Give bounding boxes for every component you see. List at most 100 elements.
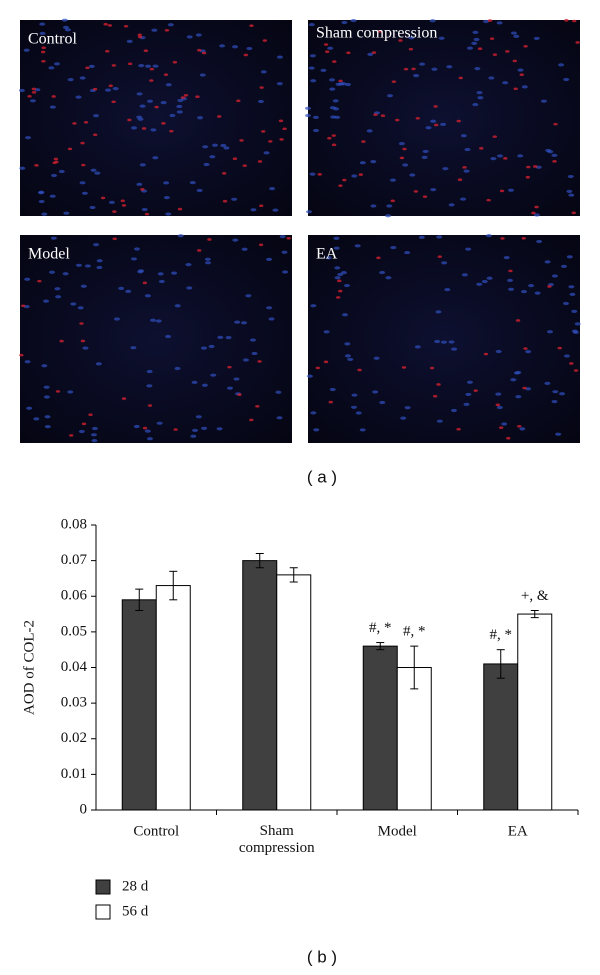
nucleus xyxy=(113,317,120,321)
stain xyxy=(569,362,574,365)
nucleus xyxy=(26,406,33,410)
nucleus xyxy=(199,73,206,77)
stain xyxy=(331,134,336,137)
stain xyxy=(371,51,377,54)
nucleus xyxy=(310,411,317,415)
stain xyxy=(80,141,85,145)
nucleus xyxy=(202,145,209,149)
nucleus xyxy=(105,88,112,92)
stain xyxy=(197,48,202,52)
nucleus xyxy=(88,64,95,68)
x-tick-label: Model xyxy=(378,823,417,839)
nucleus xyxy=(450,408,457,413)
nucleus xyxy=(341,20,348,25)
stain xyxy=(403,67,409,71)
stain xyxy=(573,369,579,372)
nucleus xyxy=(350,18,357,23)
nucleus xyxy=(551,153,558,158)
stain xyxy=(105,49,110,53)
nucleus xyxy=(197,116,204,120)
bar xyxy=(121,599,157,811)
nucleus xyxy=(149,318,156,322)
nucleus xyxy=(422,149,429,154)
stain xyxy=(571,211,576,215)
stain xyxy=(183,94,189,97)
nucleus xyxy=(448,203,455,207)
error-bar xyxy=(496,649,505,679)
nucleus xyxy=(63,211,70,215)
nucleus xyxy=(279,235,286,239)
nucleus xyxy=(49,105,56,109)
stain xyxy=(31,87,37,91)
nucleus xyxy=(67,77,74,82)
nucleus xyxy=(335,82,342,86)
stain xyxy=(161,122,166,125)
stain xyxy=(255,404,260,408)
stain xyxy=(259,204,264,208)
error-bar xyxy=(255,553,264,569)
nucleus xyxy=(191,380,198,384)
nucleus xyxy=(571,309,578,313)
stain xyxy=(413,190,419,193)
stain xyxy=(515,319,521,322)
stain xyxy=(81,422,87,426)
nucleus xyxy=(133,424,140,429)
nucleus xyxy=(320,68,327,72)
stain xyxy=(394,118,400,122)
stain xyxy=(149,79,154,82)
stain xyxy=(282,127,287,131)
stain xyxy=(111,100,116,104)
nucleus xyxy=(185,263,192,267)
bar xyxy=(396,667,432,811)
nucleus xyxy=(483,19,490,24)
nucleus xyxy=(196,188,203,193)
nucleus xyxy=(534,291,541,295)
stain xyxy=(242,164,247,167)
stain xyxy=(399,156,405,160)
nucleus xyxy=(536,239,543,244)
caption: ( b ) xyxy=(307,947,337,966)
micrographs: Control Sham compression Model EA xyxy=(18,18,581,443)
stain xyxy=(552,160,557,163)
nucleus xyxy=(93,243,100,247)
stain xyxy=(72,122,77,125)
stain xyxy=(141,127,147,130)
nucleus xyxy=(471,41,478,45)
stain xyxy=(51,95,56,98)
stain xyxy=(127,118,132,122)
nucleus xyxy=(94,171,101,175)
nucleus xyxy=(275,390,282,394)
bar xyxy=(242,560,278,811)
stain xyxy=(408,47,414,51)
nucleus xyxy=(402,163,409,167)
stain xyxy=(506,436,511,440)
stain xyxy=(429,366,435,370)
nucleus xyxy=(351,174,358,178)
nucleus xyxy=(566,255,573,259)
stain xyxy=(486,198,491,202)
stain xyxy=(19,353,24,357)
nucleus xyxy=(329,78,336,82)
nucleus xyxy=(249,338,256,342)
nucleus xyxy=(555,432,562,436)
nucleus xyxy=(464,147,471,152)
stain xyxy=(342,178,347,182)
y-tick-label: 0.06 xyxy=(61,588,88,604)
nucleus xyxy=(329,87,336,91)
stain xyxy=(20,304,26,308)
nucleus xyxy=(84,264,91,268)
nucleus xyxy=(308,66,315,70)
nucleus xyxy=(390,245,397,250)
nucleus xyxy=(496,405,503,410)
nucleus xyxy=(251,351,258,356)
nucleus xyxy=(176,110,183,114)
nucleus xyxy=(139,163,146,167)
nucleus xyxy=(517,68,524,72)
nucleus xyxy=(43,385,50,389)
stain xyxy=(328,400,333,404)
annotation: +, & xyxy=(521,588,549,604)
nucleus xyxy=(503,255,510,260)
stain xyxy=(512,59,518,63)
stain xyxy=(278,119,284,123)
nucleus xyxy=(473,37,480,42)
